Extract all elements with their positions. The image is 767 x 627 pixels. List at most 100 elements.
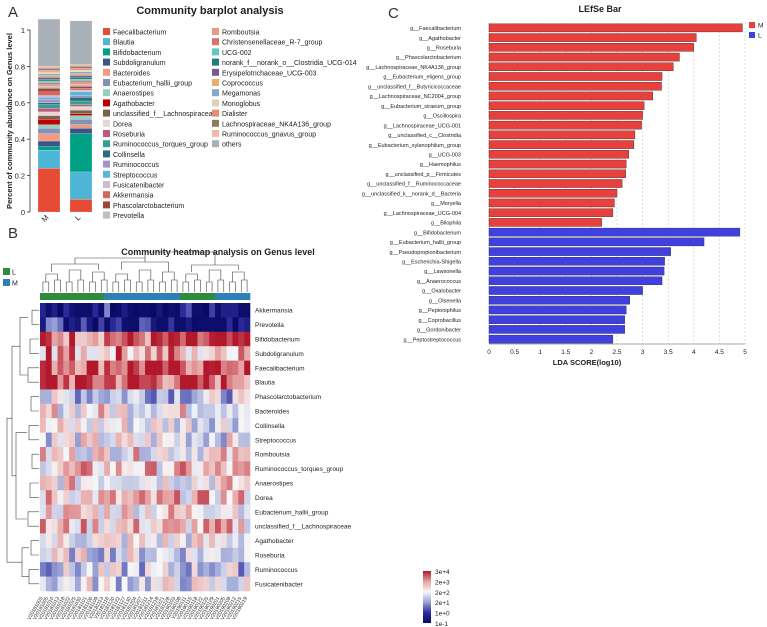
heatmap-cell-agathobacter <box>133 533 140 549</box>
colorbar-label: 1e+0 <box>435 611 450 618</box>
heatmap-cell-fusicatenibacter <box>98 576 105 592</box>
heatmap-cell-eubacterium-hallii-group <box>69 504 76 520</box>
heatmap-cell-unclassified-f-lachnospiraceae <box>40 519 47 534</box>
heatmap-cell-romboutsia <box>86 447 93 462</box>
bar-segment-ruminococcus-torques-group-m <box>37 104 61 109</box>
bar-segment-dialister-m <box>37 69 61 72</box>
heatmap-row-label-ruminococcus-torques-group: Ruminococcus_torques_group <box>255 466 344 473</box>
heatmap-cell-romboutsia <box>244 447 251 462</box>
group-bar-cell <box>244 293 251 300</box>
heatmap-cell-faecalibacterium <box>115 360 122 376</box>
lda-bar-g-lachnospiraceae-nc2004-group <box>488 91 654 101</box>
bar-segment-bacteroides-m <box>37 133 61 142</box>
heatmap-cell-roseburia <box>115 547 122 563</box>
heatmap-cell-bifidobacterium <box>86 331 93 347</box>
group-bar-cell <box>98 293 105 300</box>
heatmap-row-label-romboutsia: Romboutsia <box>255 452 290 459</box>
heatmap-cell-eubacterium-hallii-group <box>191 504 198 520</box>
heatmap-cell-prevotella <box>133 317 140 333</box>
heatmap-cell-romboutsia <box>133 447 140 462</box>
heatmap-cell-unclassified-f-lachnospiraceae <box>69 519 76 534</box>
heatmap-cell-ruminococcus-torques-group <box>69 461 76 477</box>
heatmap-cell-blautia <box>86 375 93 390</box>
bar-segment-unclassified-f-lachnospiraceae-l <box>69 109 93 114</box>
heatmap-cell-roseburia <box>145 547 152 563</box>
heatmap-cell-phascolarctobacterium <box>156 389 163 405</box>
group-bar-cell <box>238 293 245 300</box>
heatmap-cell-agathobacter <box>238 533 245 549</box>
group-bar-cell <box>115 293 122 300</box>
heatmap-cell-collinsella <box>57 418 64 433</box>
group-bar-cell <box>185 293 192 300</box>
heatmap-cell-ruminococcus-torques-group <box>209 461 216 477</box>
heatmap-cell-romboutsia <box>145 447 152 462</box>
legend-label-ruminococcus: Ruminococcus <box>113 162 159 169</box>
heatmap-cell-ruminococcus-torques-group <box>238 461 245 477</box>
heatmap-row-label-roseburia: Roseburia <box>255 553 285 560</box>
bar-segment-phascolarctobacterium-l <box>69 86 93 89</box>
heatmap-cell-subdoligranulum <box>238 346 245 361</box>
heatmap-cell-ruminococcus <box>215 562 222 577</box>
heatmap-cell-fusicatenibacter <box>244 576 251 592</box>
bar-segment-faecalibacterium-m <box>37 168 61 213</box>
heatmap-cell-collinsella <box>162 418 169 433</box>
bar-segment-collinsella-l <box>69 97 93 102</box>
heatmap-cell-ruminococcus-torques-group <box>63 461 70 477</box>
lda-bar-g-lachnospiraceae-ucg-004 <box>488 208 614 217</box>
heatmap-cell-ruminococcus <box>220 562 227 577</box>
heatmap-cell-romboutsia <box>168 447 175 462</box>
bar-segment-anaerostipes-l <box>69 115 93 120</box>
group-bar-cell <box>145 293 152 300</box>
bar-segment-coprococcus-l <box>69 73 93 76</box>
heatmap-cell-ruminococcus <box>127 562 134 577</box>
bar-segment-fusicatenibacter-m <box>37 95 61 98</box>
heatmap-cell-collinsella <box>80 418 87 433</box>
heatmap-cell-bifidobacterium <box>197 331 204 347</box>
heatmap-cell-romboutsia <box>162 447 169 462</box>
heatmap-cell-roseburia <box>40 547 47 563</box>
heatmap-cell-agathobacter <box>63 533 70 549</box>
heatmap-cell-subdoligranulum <box>150 346 157 361</box>
heatmap-cell-streptococcus <box>197 432 204 448</box>
heatmap-cell-dorea <box>133 490 140 505</box>
heatmap-cell-ruminococcus <box>145 562 152 577</box>
heatmap-cell-dorea <box>98 490 105 505</box>
heatmap-cell-bacteroides <box>104 403 111 419</box>
heatmap-cell-eubacterium-hallii-group <box>168 504 175 520</box>
heatmap-cell-agathobacter <box>215 533 222 549</box>
heatmap-cell-anaerostipes <box>45 475 52 491</box>
heatmap-cell-romboutsia <box>127 447 134 462</box>
heatmap-cell-romboutsia <box>215 447 222 462</box>
bar-segment-ucg-002-m <box>37 80 61 83</box>
legend-label-akkermansia: Akkermansia <box>113 193 154 200</box>
heatmap-cell-bacteroides <box>51 403 58 419</box>
heatmap-cell-ruminococcus <box>185 562 192 577</box>
heatmap-cell-agathobacter <box>121 533 128 549</box>
heatmap-row-label-streptococcus: Streptococcus <box>255 437 297 444</box>
heatmap-cell-ruminococcus <box>69 562 76 577</box>
heatmap-cell-bifidobacterium <box>80 331 87 347</box>
heatmap-cell-dorea <box>80 490 87 505</box>
heatmap-cell-dorea <box>238 490 245 505</box>
heatmap-cell-bifidobacterium <box>92 331 99 347</box>
heatmap-cell-akkermansia <box>69 303 76 318</box>
legend-swatch-ruminococcus-torques-group <box>103 140 110 148</box>
heatmap-cell-streptococcus <box>168 432 175 448</box>
heatmap-cell-collinsella <box>156 418 163 433</box>
heatmap-cell-unclassified-f-lachnospiraceae <box>197 519 204 534</box>
heatmap-cell-roseburia <box>174 547 181 563</box>
heatmap-cell-roseburia <box>203 547 210 563</box>
heatmap-cell-bacteroides <box>69 403 76 419</box>
heatmap-cell-bacteroides <box>197 403 204 419</box>
heatmap-cell-phascolarctobacterium <box>115 389 122 405</box>
heatmap-cell-agathobacter <box>51 533 58 549</box>
heatmap-cell-eubacterium-hallii-group <box>197 504 204 520</box>
group-bar-cell <box>69 293 76 300</box>
bar-segment-monoglobus-l <box>69 69 93 72</box>
heatmap-cell-collinsella <box>121 418 128 433</box>
heatmap-cell-anaerostipes <box>110 475 117 491</box>
heatmap-cell-blautia <box>45 375 52 390</box>
heatmap-cell-streptococcus <box>45 432 52 448</box>
heatmap-row-label-eubacterium-hallii-group: Eubacterium_hallii_group <box>255 509 329 516</box>
heatmap-cell-ruminococcus-torques-group <box>191 461 198 477</box>
